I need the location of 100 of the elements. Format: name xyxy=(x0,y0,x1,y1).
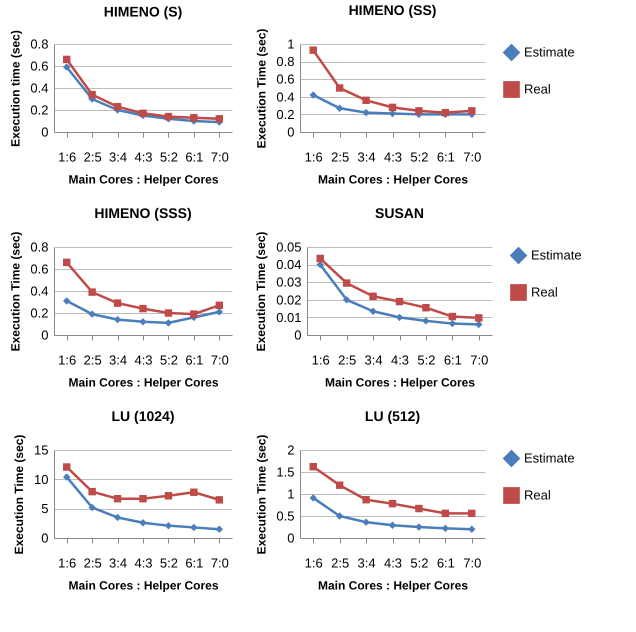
x-tick-label: 4:3 xyxy=(384,556,402,570)
y-axis-title: Execution Time (sec) xyxy=(254,232,268,352)
chart-title: HIMENO (SSS) xyxy=(94,205,192,222)
x-tick-label: 6:1 xyxy=(436,150,455,164)
legend-label: Real xyxy=(524,82,551,96)
y-tick-label: 0.2 xyxy=(276,106,294,122)
point xyxy=(468,525,476,533)
x-tick-label: 3:4 xyxy=(358,150,376,164)
x-axis-title: Main Cores : Helper Cores xyxy=(68,172,219,186)
x-axis-title: Main Cores : Helper Cores xyxy=(68,376,219,390)
point xyxy=(216,302,223,310)
y-tick-label: 1.5 xyxy=(276,464,294,480)
y-tick-label: 0.01 xyxy=(276,310,302,325)
point xyxy=(362,108,370,116)
point xyxy=(422,317,430,325)
point xyxy=(475,314,482,322)
y-tick-label: 0.8 xyxy=(276,54,294,70)
x-tick-label: 1:6 xyxy=(304,150,323,164)
point xyxy=(164,492,172,500)
point xyxy=(336,84,344,92)
x-tick-label: 2:5 xyxy=(84,150,102,164)
x-tick-label: 7:0 xyxy=(210,150,229,164)
point xyxy=(310,91,317,99)
y-tick-label: 15 xyxy=(34,442,48,458)
point xyxy=(442,524,450,532)
point xyxy=(342,279,350,287)
y-tick-label: 0.2 xyxy=(30,306,48,320)
point xyxy=(316,254,324,262)
point xyxy=(336,481,344,489)
point xyxy=(216,496,223,504)
point xyxy=(362,496,370,504)
point xyxy=(88,90,96,98)
y-axis-title: Execution Time (sec) xyxy=(254,434,268,554)
point xyxy=(63,56,70,64)
y-tick-label: 0.6 xyxy=(30,58,48,74)
y-tick-label: 0.03 xyxy=(276,274,302,290)
x-tick-label: 3:4 xyxy=(109,150,128,164)
point xyxy=(139,494,147,502)
point xyxy=(139,318,147,326)
x-tick-label: 4:3 xyxy=(134,352,153,368)
y-tick-label: 1 xyxy=(287,486,294,502)
chart-title: SUSAN xyxy=(374,205,424,222)
y-tick-label: 0.8 xyxy=(30,36,48,52)
x-tick-label: 1:6 xyxy=(58,150,76,164)
point xyxy=(114,299,122,307)
x-tick-label: 2:5 xyxy=(84,556,102,570)
point xyxy=(63,63,70,71)
point xyxy=(190,488,198,496)
point xyxy=(415,504,423,512)
x-tick-label: 7:0 xyxy=(210,352,229,368)
y-tick-label: 0.02 xyxy=(276,292,302,308)
point xyxy=(475,320,482,328)
legend-label: Estimate xyxy=(531,248,582,262)
point xyxy=(388,104,396,112)
y-tick-label: 10 xyxy=(34,472,48,487)
x-tick-label: 5:2 xyxy=(160,352,178,368)
y-tick-label: 0 xyxy=(287,530,294,546)
x-tick-label: 4:3 xyxy=(390,352,410,368)
point xyxy=(448,312,456,320)
point xyxy=(422,304,430,312)
x-tick-label: 4:3 xyxy=(384,150,402,164)
y-tick-label: 0 xyxy=(41,124,48,140)
y-tick-label: 0.2 xyxy=(30,102,48,118)
y-tick-label: 0 xyxy=(41,530,48,546)
x-tick-label: 4:3 xyxy=(134,150,153,164)
chart-title: HIMENO (SS) xyxy=(348,2,436,18)
y-tick-label: 0.04 xyxy=(276,257,302,272)
x-tick-label: 6:1 xyxy=(185,150,204,164)
point xyxy=(415,107,423,115)
point xyxy=(369,308,377,315)
point xyxy=(164,522,172,530)
point xyxy=(164,319,172,327)
x-tick-label: 7:0 xyxy=(463,556,482,570)
point xyxy=(216,115,223,123)
point xyxy=(63,297,70,305)
x-tick-label: 2:5 xyxy=(331,150,350,164)
point xyxy=(114,102,122,110)
point xyxy=(63,473,70,481)
point xyxy=(415,523,423,531)
point xyxy=(88,288,96,296)
y-axis-title: Execution Time (sec) xyxy=(8,232,22,352)
point xyxy=(310,463,317,470)
x-tick-label: 7:0 xyxy=(463,150,482,164)
y-tick-label: 0.6 xyxy=(276,72,294,87)
point xyxy=(388,500,396,508)
point xyxy=(88,488,96,496)
chart-title: LU (512) xyxy=(364,408,420,424)
legend-label: Real xyxy=(524,488,551,502)
x-tick-label: 2:5 xyxy=(84,352,102,368)
x-tick-label: 5:2 xyxy=(410,556,428,570)
point xyxy=(88,310,96,318)
legend-label: Real xyxy=(531,284,558,300)
point xyxy=(362,96,370,104)
x-tick-label: 1:6 xyxy=(58,352,76,368)
point xyxy=(164,112,172,120)
x-axis-title: Main Cores : Helper Cores xyxy=(68,578,219,592)
point xyxy=(468,107,476,115)
point xyxy=(216,525,223,533)
x-tick-label: 4:3 xyxy=(134,556,153,570)
y-tick-label: 5 xyxy=(41,501,48,516)
